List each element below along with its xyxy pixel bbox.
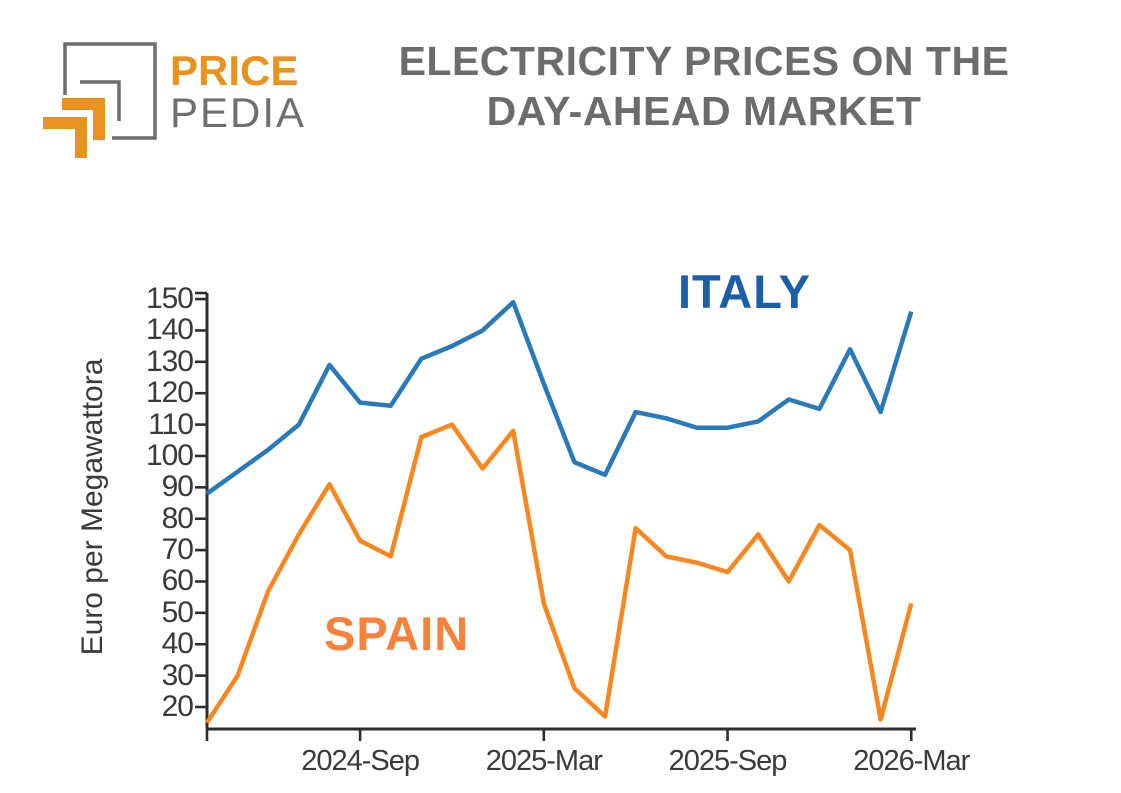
y-tick-label: 130 bbox=[145, 344, 194, 378]
x-tick-label: 2025-Sep bbox=[668, 745, 788, 777]
y-tick-label: 140 bbox=[145, 313, 194, 347]
spain-series-label: SPAIN bbox=[324, 607, 470, 660]
y-tick-label: 40 bbox=[161, 627, 194, 661]
brand-name-price: PRICE bbox=[170, 47, 299, 94]
y-tick-label: 60 bbox=[161, 564, 194, 598]
x-tick-label: 2025-Mar bbox=[485, 745, 603, 777]
y-tick-label: 100 bbox=[145, 438, 194, 472]
spain-line bbox=[205, 422, 914, 724]
y-tick-label: 90 bbox=[161, 470, 194, 504]
x-tick-label: 2026-Mar bbox=[853, 745, 970, 777]
brand-name-pedia: PEDIA bbox=[170, 89, 307, 136]
y-tick-label: 120 bbox=[145, 376, 194, 410]
italy-line bbox=[205, 299, 914, 496]
page-title: ELECTRICITY PRICES ON THE DAY-AHEAD MARK… bbox=[290, 36, 1118, 136]
pricepedia-logo: PRICE PEDIA bbox=[0, 0, 320, 180]
y-tick-label: 20 bbox=[161, 690, 194, 723]
y-tick-label: 150 bbox=[145, 282, 194, 316]
y-axis-title: Euro per Megawattora bbox=[76, 358, 109, 656]
page-title-line1: ELECTRICITY PRICES ON THE bbox=[398, 38, 1010, 84]
italy-series-label: ITALY bbox=[678, 265, 811, 318]
y-tick-label: 80 bbox=[161, 501, 194, 535]
x-tick-label: 2024-Sep bbox=[301, 745, 420, 777]
y-tick-label: 70 bbox=[161, 533, 194, 567]
pricepedia-logo-icon bbox=[43, 42, 157, 158]
page-title-line2: DAY-AHEAD MARKET bbox=[486, 88, 922, 134]
y-tick-label: 30 bbox=[161, 658, 194, 692]
y-tick-label: 110 bbox=[148, 407, 194, 441]
y-tick-label: 50 bbox=[161, 595, 194, 629]
